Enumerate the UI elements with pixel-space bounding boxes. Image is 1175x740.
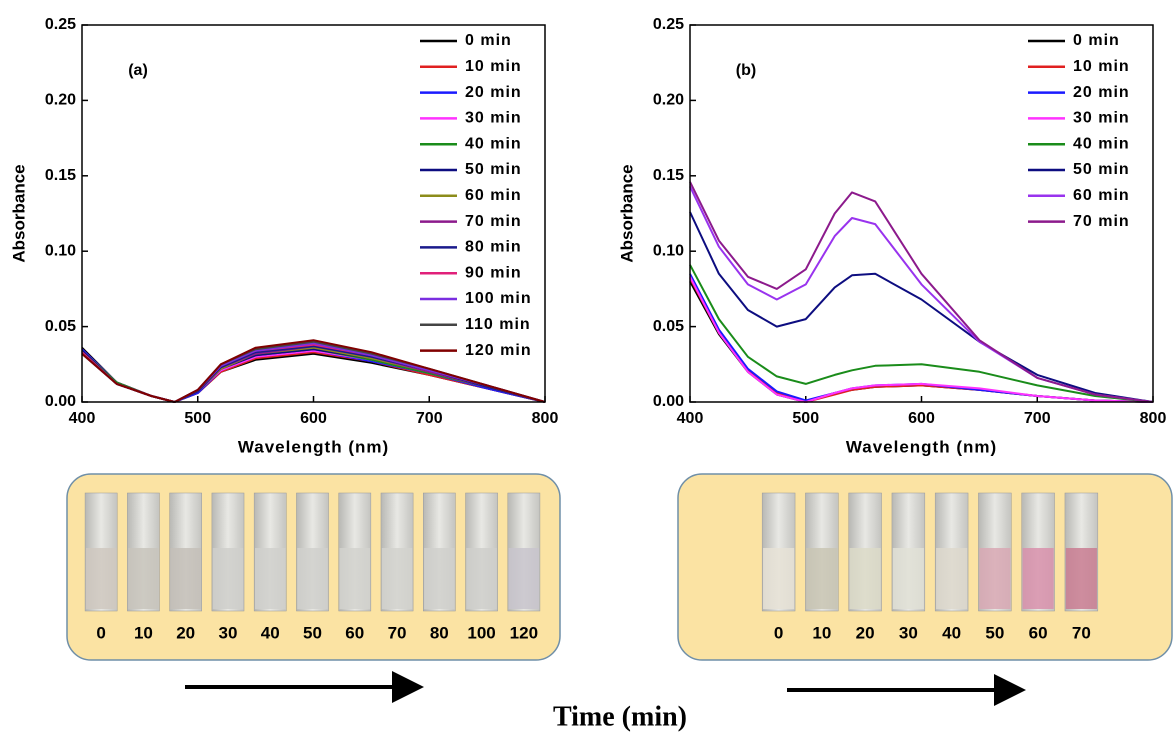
legend-label: 70 min xyxy=(465,213,522,230)
legend-label: 90 min xyxy=(465,264,522,281)
cuvette-liquid xyxy=(1022,548,1054,609)
cuvette-liquid xyxy=(255,548,286,609)
annotation: (b) xyxy=(736,62,756,79)
y-tick-label: 0.00 xyxy=(45,393,76,410)
x-tick-label: 600 xyxy=(908,410,935,427)
y-tick-label: 0.15 xyxy=(45,167,76,184)
plot-frame xyxy=(689,24,1154,403)
x-tick-label: 600 xyxy=(300,410,327,427)
x-tick-label: 400 xyxy=(69,410,96,427)
y-tick-label: 0.20 xyxy=(653,92,684,109)
y-tick-label: 0.15 xyxy=(653,167,684,184)
legend-label: 110 min xyxy=(465,316,531,333)
x-tick-label: 800 xyxy=(532,410,559,427)
cuvette-label: 0 xyxy=(774,623,783,642)
cuvette-liquid xyxy=(170,548,201,609)
y-tick-label: 0.10 xyxy=(653,242,684,259)
x-tick-label: 500 xyxy=(184,410,211,427)
x-tick-label: 400 xyxy=(677,410,704,427)
footer: Time (min) xyxy=(553,701,687,732)
legend-label: 120 min xyxy=(465,342,532,359)
cuvette-liquid xyxy=(297,548,328,609)
cuvette-liquid xyxy=(85,548,117,609)
cuvette-liquid xyxy=(212,548,244,609)
legend-label: 20 min xyxy=(1073,84,1130,101)
cuvette-label: 50 xyxy=(303,623,322,642)
legend-label: 100 min xyxy=(465,290,532,307)
y-tick-label: 0.10 xyxy=(45,242,76,259)
y-axis-title: Absorbance xyxy=(9,164,28,262)
cuvette-liquid xyxy=(381,548,413,609)
cuvette-label: 60 xyxy=(345,623,364,642)
x-tick-label: 800 xyxy=(1140,410,1167,427)
cuvette-label: 30 xyxy=(218,623,237,642)
legend-label: 40 min xyxy=(1073,135,1130,152)
series-line xyxy=(689,273,1154,403)
cuvette-liquid xyxy=(806,548,838,609)
series-line xyxy=(689,264,1154,403)
cuvette-label: 10 xyxy=(812,623,831,642)
x-tick-label: 700 xyxy=(1024,410,1051,427)
cuvette-label: 70 xyxy=(1072,623,1091,642)
y-tick-label: 0.20 xyxy=(45,92,76,109)
legend-label: 30 min xyxy=(1073,110,1130,127)
x-tick-label: 700 xyxy=(416,410,443,427)
cuvette-liquid xyxy=(339,548,370,609)
cuvette-label: 60 xyxy=(1029,623,1048,642)
legend-label: 60 min xyxy=(1073,187,1130,204)
cuvette-label: 120 xyxy=(510,623,538,642)
cuvette-label: 20 xyxy=(856,623,875,642)
legend-label: 10 min xyxy=(1073,58,1130,75)
cuvette-liquid xyxy=(1065,548,1097,609)
cuvette-liquid xyxy=(979,548,1011,609)
legend-label: 10 min xyxy=(465,58,522,75)
cuvette-liquid xyxy=(936,548,968,609)
series-line xyxy=(689,181,1154,403)
x-axis-title: Wavelength (nm) xyxy=(846,437,997,456)
cuvette-label: 40 xyxy=(261,623,280,642)
cuvette-liquid xyxy=(128,548,159,609)
cuvette-liquid xyxy=(892,548,924,609)
cuvette-label: 40 xyxy=(942,623,961,642)
annotation: (a) xyxy=(128,62,148,79)
legend-label: 80 min xyxy=(465,239,522,256)
legend-label: 20 min xyxy=(465,84,522,101)
cuvette-label: 80 xyxy=(430,623,449,642)
cuvette-label: 50 xyxy=(985,623,1004,642)
cuvette-label: 10 xyxy=(134,623,153,642)
legend-label: 60 min xyxy=(465,187,522,204)
legend-label: 40 min xyxy=(465,135,522,152)
cuvette-liquid xyxy=(424,548,455,609)
legend-label: 0 min xyxy=(465,32,512,49)
plot-frame xyxy=(81,24,546,403)
series-line xyxy=(81,339,546,403)
legend-label: 30 min xyxy=(465,110,522,127)
cuvette-label: 0 xyxy=(96,623,105,642)
cuvette-liquid xyxy=(466,548,497,609)
x-tick-label: 500 xyxy=(792,410,819,427)
x-axis-title: Wavelength (nm) xyxy=(238,437,389,456)
series-line xyxy=(689,276,1154,403)
cuvette-liquid xyxy=(849,548,881,609)
cuvette-liquid xyxy=(508,548,540,609)
y-tick-label: 0.00 xyxy=(653,393,684,410)
y-axis-title: Absorbance xyxy=(617,164,636,262)
cuvette-label: 30 xyxy=(899,623,918,642)
cuvette-label: 100 xyxy=(467,623,495,642)
legend-label: 50 min xyxy=(465,161,522,178)
y-tick-label: 0.25 xyxy=(45,16,76,33)
cuvette-label: 20 xyxy=(176,623,195,642)
legend-label: 70 min xyxy=(1073,213,1130,230)
legend-label: 50 min xyxy=(1073,161,1130,178)
cuvette-liquid xyxy=(763,548,795,609)
y-tick-label: 0.05 xyxy=(653,318,684,335)
legend-label: 0 min xyxy=(1073,32,1120,49)
y-tick-label: 0.25 xyxy=(653,16,684,33)
series-line xyxy=(689,211,1154,403)
cuvette-label: 70 xyxy=(388,623,407,642)
y-tick-label: 0.05 xyxy=(45,318,76,335)
